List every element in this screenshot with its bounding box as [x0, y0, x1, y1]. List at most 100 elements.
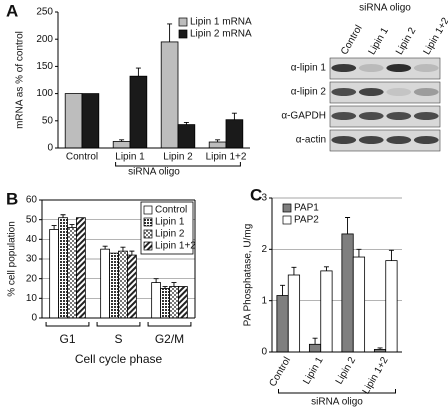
x-tick-label: Control: [267, 355, 293, 388]
bar: [385, 260, 398, 353]
y-tick-label: 1: [261, 295, 267, 306]
bar: [100, 248, 110, 319]
bar: [76, 217, 86, 319]
error-bar: [231, 112, 237, 120]
blot-band: [386, 64, 412, 72]
legend-label: Lipin 2: [155, 229, 185, 240]
blot-band: [331, 136, 357, 144]
legend-label: Lipin 1+2: [155, 241, 196, 252]
panel-letter: B: [6, 189, 18, 208]
bar: [109, 252, 119, 319]
error-bar: [183, 121, 189, 125]
error-bar: [120, 246, 126, 252]
legend-swatch: [282, 203, 292, 213]
error-bar: [356, 248, 362, 258]
bar: [64, 93, 83, 149]
bar: [178, 286, 188, 319]
legend-swatch: [143, 205, 153, 215]
blot-band: [358, 88, 384, 96]
x-axis-label: siRNA oligo: [128, 167, 180, 178]
error-bar: [119, 139, 125, 142]
bar: [112, 141, 131, 149]
x-tick-label: Lipin 1+2: [361, 355, 391, 396]
bar: [151, 282, 161, 319]
bar: [49, 229, 59, 319]
blot-band: [386, 136, 412, 144]
legend-swatch: [178, 29, 188, 39]
error-bar: [60, 214, 66, 218]
error-bar: [162, 286, 168, 289]
legend-swatch: [178, 17, 188, 27]
blot-strip: [329, 105, 441, 128]
y-tick-label: 60: [26, 195, 38, 206]
y-axis-label: PA Phosphatase, U/mg: [243, 224, 254, 327]
blot-band: [358, 136, 384, 144]
legend-label: PAP1: [294, 203, 319, 214]
blot-band: [413, 112, 439, 120]
bracket: [96, 322, 141, 327]
error-bar: [323, 266, 329, 271]
x-axis-label: siRNA oligo: [311, 397, 363, 408]
blot-band: [331, 112, 357, 120]
blot-band: [413, 136, 439, 144]
blot-band: [413, 64, 439, 72]
y-tick-label: 30: [26, 254, 38, 265]
legend-label: Control: [155, 205, 187, 216]
blot-band: [413, 88, 439, 96]
bar: [320, 270, 333, 353]
error-bar: [215, 139, 221, 143]
axis: [271, 198, 402, 353]
error-bar: [167, 23, 173, 42]
bar: [308, 343, 322, 353]
y-tick-label: 50: [42, 115, 54, 126]
y-tick-label: 20: [26, 273, 38, 284]
bar: [67, 227, 77, 319]
legend-label: Lipin 1: [155, 217, 185, 228]
legend-label: PAP2: [294, 215, 319, 226]
error-bar: [135, 67, 141, 77]
error-bar: [388, 249, 394, 261]
error-bar: [377, 347, 383, 350]
error-bar: [129, 250, 135, 256]
x-tick-label: Lipin 1: [115, 152, 145, 163]
x-axis-label: Cell cycle phase: [75, 352, 163, 366]
blot-band: [358, 64, 384, 72]
bar: [129, 75, 148, 149]
row-label: α-GAPDH: [281, 111, 326, 122]
blot-header: siRNA oligo: [359, 3, 411, 14]
bar: [208, 141, 227, 149]
x-tick-label: S: [114, 332, 122, 346]
x-tick-label: Control: [66, 152, 98, 163]
lane-label: Lipin 1+2: [422, 16, 448, 57]
bar: [287, 274, 301, 353]
y-tick-label: 0: [47, 143, 53, 154]
error-bar: [102, 245, 108, 250]
x-tick-label: G1: [59, 332, 75, 346]
y-axis-label: mRNA as % of control: [15, 31, 26, 129]
bar: [169, 286, 179, 319]
legend-swatch: [282, 215, 292, 225]
bar: [177, 124, 196, 149]
bar: [160, 288, 170, 319]
y-tick-label: 50: [26, 214, 38, 225]
row-label: α-lipin 1: [291, 63, 327, 74]
y-tick-label: 40: [26, 234, 38, 245]
lane-label: Control: [339, 23, 365, 56]
bar: [341, 233, 354, 353]
lane-label: Lipin 1: [367, 25, 391, 56]
legend-swatch: [143, 241, 153, 251]
error-bar: [345, 217, 351, 234]
legend-label: Lipin 2 mRNA: [190, 29, 252, 40]
blot-band: [386, 88, 412, 96]
legend-label: Lipin 1 mRNA: [190, 17, 252, 28]
lane-label: Lipin 2: [394, 25, 418, 56]
legend-swatch: [143, 229, 153, 239]
y-tick-label: 200: [36, 34, 53, 45]
x-tick-label: Lipin 1+2: [206, 152, 247, 163]
blot-strip: [329, 81, 441, 104]
error-bar: [153, 278, 159, 283]
bar: [127, 254, 137, 319]
bracket: [45, 322, 90, 327]
x-tick-label: G2/M: [155, 332, 184, 346]
